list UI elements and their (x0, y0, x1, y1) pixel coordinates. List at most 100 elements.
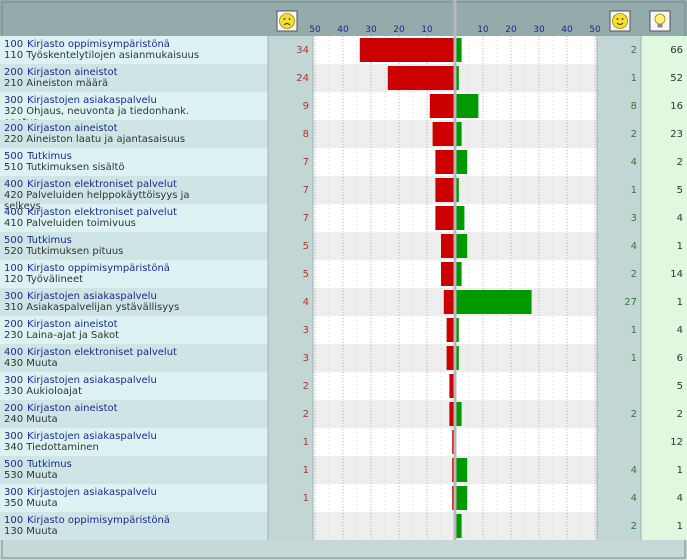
positive-count: 1 (631, 353, 637, 364)
positive-count: 3 (631, 213, 637, 224)
group-code: 100 (4, 263, 23, 274)
label-row-shade (0, 344, 268, 372)
negative-bar (446, 346, 455, 370)
group-name: Kirjaston aineistot (27, 67, 118, 78)
tick-label-negative: 30 (365, 25, 377, 35)
idea-count: 1 (677, 241, 683, 252)
subcategory-label: 410 Palveluiden toimivuus (4, 218, 136, 229)
group-code: 400 (4, 179, 23, 190)
label-row-shade (0, 64, 268, 92)
idea-count: 6 (677, 353, 683, 364)
tick-label-negative: 50 (309, 25, 321, 35)
positive-bar (456, 514, 462, 538)
row-label: 300 Kirjastojen asiakaspalvelu (4, 487, 157, 498)
idea-count-column (641, 36, 687, 540)
idea-count: 1 (677, 521, 683, 532)
positive-bar (456, 94, 479, 118)
negative-count: 2 (303, 409, 309, 420)
subcategory-label: selkeys (4, 201, 41, 212)
subcategory-label: 220 Aineiston laatu ja ajantasaisuus (4, 134, 185, 145)
negative-count: 5 (303, 269, 309, 280)
group-code: 200 (4, 123, 23, 134)
negative-count: 2 (303, 381, 309, 392)
subcategory-label: 320 Ohjaus, neuvonta ja tiedonhank. (4, 106, 189, 117)
label-row-shade (0, 400, 268, 428)
group-name: Kirjasto oppimisympäristönä (27, 39, 170, 50)
subcategory-label: 350 Muuta (4, 498, 58, 509)
negative-bar (441, 262, 455, 286)
group-code: 500 (4, 151, 23, 162)
negative-bar (435, 178, 455, 202)
negative-bar (435, 206, 455, 230)
sad-face-icon (279, 13, 295, 29)
positive-count-column (597, 36, 641, 540)
positive-bar (456, 262, 462, 286)
header-bar (0, 0, 687, 36)
tick-label-negative: 40 (337, 25, 349, 35)
group-name: Tutkimus (26, 151, 72, 162)
subcategory-label: 230 Laina-ajat ja Sakot (4, 330, 119, 341)
positive-count: 4 (631, 465, 637, 476)
group-name: Kirjaston elektroniset palvelut (27, 347, 177, 358)
happy-face-icon-mouth (616, 22, 624, 25)
subcategory-label: 240 Muuta (4, 414, 58, 425)
group-name: Kirjastojen asiakaspalvelu (27, 487, 157, 498)
label-row-shade (0, 232, 268, 260)
subcategory-label: 430 Muuta (4, 358, 58, 369)
happy-face-icon-eye (621, 18, 624, 20)
negative-count: 7 (303, 213, 309, 224)
positive-bar (456, 402, 462, 426)
row-label: 100 Kirjasto oppimisympäristönä (4, 515, 170, 526)
idea-count: 14 (670, 269, 683, 280)
group-name: Kirjastojen asiakaspalvelu (27, 431, 157, 442)
group-code: 200 (4, 67, 23, 78)
negative-bar (446, 318, 455, 342)
idea-count: 12 (670, 437, 683, 448)
group-code: 100 (4, 39, 23, 50)
row-label: 200 Kirjaston aineistot (4, 123, 118, 134)
idea-count: 4 (677, 493, 683, 504)
row-label: 300 Kirjastojen asiakaspalvelu (4, 375, 157, 386)
label-row-shade (0, 512, 268, 540)
negative-bar (429, 94, 455, 118)
group-name: Kirjaston elektroniset palvelut (27, 207, 177, 218)
group-code: 400 (4, 207, 23, 218)
group-code: 500 (4, 459, 23, 470)
row-label: 500 Tutkimus (4, 151, 72, 162)
negative-bar (435, 150, 455, 174)
negative-count: 8 (303, 129, 309, 140)
group-name: Kirjaston aineistot (27, 123, 118, 134)
negative-count: 1 (303, 493, 309, 504)
positive-count: 2 (631, 129, 637, 140)
negative-bar (432, 122, 455, 146)
group-code: 100 (4, 515, 23, 526)
subcategory-label: 120 Työvälineet (4, 274, 83, 285)
negative-count: 4 (303, 297, 309, 308)
sad-face-icon-mouth (283, 23, 291, 26)
row-label: 500 Tutkimus (4, 459, 72, 470)
negative-count: 34 (296, 45, 309, 56)
subcategory-label: 210 Aineiston määrä (4, 78, 108, 89)
idea-count: 16 (670, 101, 683, 112)
label-row-shade (0, 456, 268, 484)
tick-label-positive: 50 (589, 25, 601, 35)
row-label: 100 Kirjasto oppimisympäristönä (4, 39, 170, 50)
positive-count: 4 (631, 241, 637, 252)
positive-bar (456, 486, 468, 510)
idea-count: 1 (677, 465, 683, 476)
tick-label-negative: 10 (421, 25, 433, 35)
positive-count: 4 (631, 157, 637, 168)
negative-count: 1 (303, 437, 309, 448)
negative-count: 7 (303, 185, 309, 196)
row-label: 200 Kirjaston aineistot (4, 403, 118, 414)
positive-bar (456, 346, 459, 370)
positive-bar (456, 206, 465, 230)
positive-bar (456, 290, 532, 314)
negative-count: 1 (303, 465, 309, 476)
row-label: 100 Kirjasto oppimisympäristönä (4, 263, 170, 274)
group-code: 500 (4, 235, 23, 246)
negative-bar (441, 234, 455, 258)
subcategory-label: 110 Työskentelytilojen asianmukaisuus (4, 50, 199, 61)
group-code: 300 (4, 487, 23, 498)
